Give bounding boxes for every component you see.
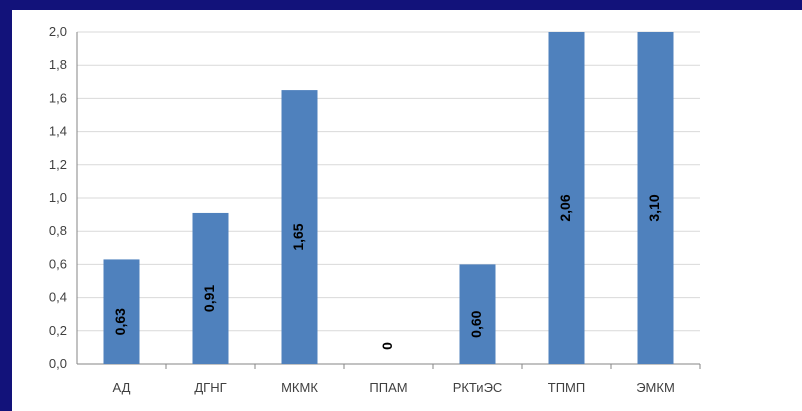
y-tick-label: 0,2 [49,323,67,338]
data-label: 2,06 [557,194,573,221]
bar [548,32,585,364]
y-tick-label: 0,6 [49,256,67,271]
data-label: 0 [379,342,395,350]
y-tick-label: 1,2 [49,157,67,172]
y-tick-label: 1,6 [49,90,67,105]
bar [103,259,140,364]
data-label: 3,10 [646,194,662,221]
y-tick-label: 1,0 [49,190,67,205]
x-tick-label: ДГНГ [194,380,226,395]
x-tick-label: ТПМП [548,380,585,395]
x-tick-label: МКМК [281,380,318,395]
bar [459,264,496,364]
x-tick-label: АД [113,380,131,395]
data-label: 1,65 [290,223,306,250]
bar-chart: 0,0 0,2 0,4 0,6 0,8 1,0 1,2 1,4 1,6 1,8 2,0 0,63 АД 0… [49,24,701,395]
y-tick-label: 0,8 [49,223,67,238]
bar [637,32,674,364]
data-label: 0,91 [201,285,217,312]
data-label: 0,60 [468,310,484,337]
y-tick-label: 0,0 [49,356,67,371]
x-tick-label: РКТиЭС [453,380,503,395]
x-tick-label: ЭМКМ [636,380,675,395]
bar [192,212,229,364]
chart-panel: 0,0 0,2 0,4 0,6 0,8 1,0 1,2 1,4 1,6 1,8 2,0 0,63 АД 0… [12,10,802,411]
data-label: 0,63 [112,308,128,335]
y-tick-label: 0,4 [49,290,67,305]
y-tick-label: 2,0 [49,24,67,39]
y-tick-label: 1,4 [49,124,67,139]
x-tick-label: ППАМ [369,380,407,395]
y-tick-label: 1,8 [49,57,67,72]
bar [281,90,318,364]
